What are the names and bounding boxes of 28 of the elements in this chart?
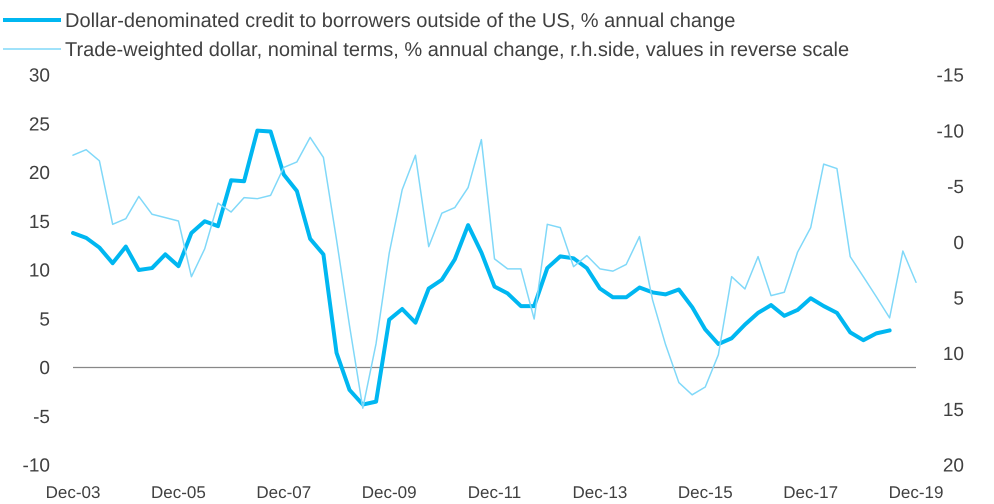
y2-tick-label: 5 [953,288,964,310]
y-tick-label: -5 [33,406,50,428]
y2-tick-label: 0 [953,232,964,254]
x-tick-label: Dec-09 [362,483,417,502]
y2-tick-label: -10 [936,121,964,142]
y-tick-label: -10 [22,456,50,477]
y2-tick-label: 10 [942,344,964,366]
x-tick-label: Dec-19 [888,483,944,502]
x-tick-label: Dec-03 [46,483,100,502]
x-tick-label: Dec-07 [256,483,312,502]
x-tick-label: Dec-17 [783,483,838,502]
y-tick-label: 20 [28,163,50,184]
y2-tick-label: 20 [942,456,964,477]
y-tick-label: 30 [28,66,50,87]
y2-tick-label: 15 [942,400,964,421]
legend-label: Trade-weighted dollar, nominal terms, % annual change, r.h.side, values in reverse scale [65,39,850,61]
y-tick-label: 25 [28,114,50,136]
y-tick-label: 5 [39,309,50,330]
x-tick-label: Dec-05 [151,483,206,502]
y2-tick-label: -5 [947,177,964,198]
y-tick-label: 15 [28,212,50,233]
y-tick-label: 10 [28,260,50,282]
x-tick-label: Dec-15 [678,483,733,502]
x-tick-label: Dec-13 [572,483,628,502]
y2-tick-label: -15 [936,66,964,87]
legend-label: Dollar-denominated credit to borrowers outside of the US, % annual change [65,10,736,32]
y-tick-label: 0 [39,358,50,380]
x-tick-label: Dec-11 [468,483,522,502]
